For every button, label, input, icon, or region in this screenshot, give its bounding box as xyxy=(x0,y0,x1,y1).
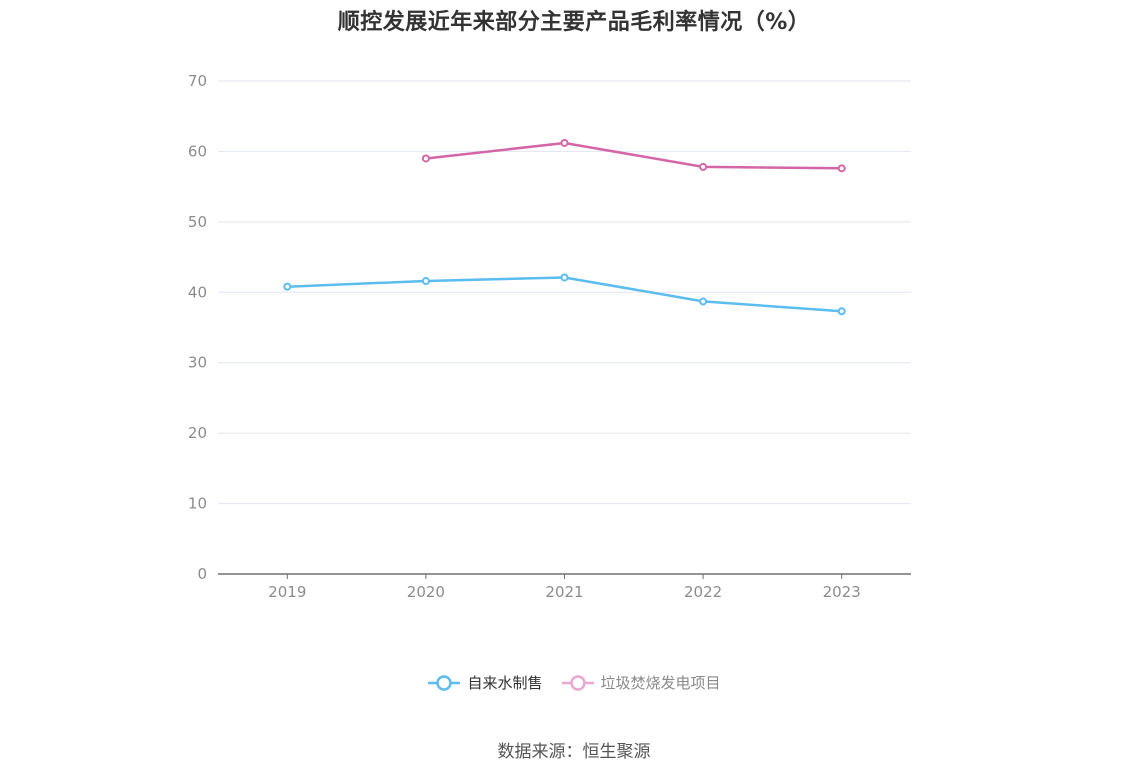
x-axis xyxy=(218,573,911,579)
series-line xyxy=(286,276,843,313)
data-point[interactable] xyxy=(837,307,846,316)
legend-item-waste-power[interactable]: 垃圾焚烧发电项目 xyxy=(561,672,721,693)
x-tick-label: 2023 xyxy=(823,583,861,601)
line-chart: 0 10 20 30 40 50 60 70 2019 2020 2021 2022 2023 xyxy=(188,72,911,601)
data-point[interactable] xyxy=(421,277,430,286)
data-source: 数据来源：恒生聚源 xyxy=(497,742,651,762)
data-point[interactable] xyxy=(421,154,430,163)
legend-marker-water-icon xyxy=(428,674,461,691)
legend-label-waste-power: 垃圾焚烧发电项目 xyxy=(600,674,721,692)
series-1 xyxy=(421,138,846,173)
series-lines xyxy=(283,138,846,316)
y-tick-label: 30 xyxy=(188,354,207,372)
y-tick-label: 20 xyxy=(188,424,207,442)
x-tick-label: 2022 xyxy=(684,583,722,601)
legend-item-water[interactable]: 自来水制售 xyxy=(427,672,543,693)
y-tick-label: 70 xyxy=(188,72,207,90)
x-tick-label: 2020 xyxy=(407,583,445,601)
y-tick-label: 60 xyxy=(188,142,207,160)
legend: 自来水制售 垃圾焚烧发电项目 xyxy=(0,672,1148,693)
grid-lines xyxy=(218,80,911,505)
data-point[interactable] xyxy=(837,164,846,173)
y-tick-label: 10 xyxy=(188,495,207,513)
x-axis-tick-labels: 2019 2020 2021 2022 2023 xyxy=(268,583,861,601)
data-point[interactable] xyxy=(560,273,569,282)
x-tick-label: 2021 xyxy=(545,583,583,601)
series-line xyxy=(424,141,843,170)
y-tick-label: 50 xyxy=(188,213,207,231)
y-tick-label: 40 xyxy=(188,283,207,301)
x-tick-label: 2019 xyxy=(268,583,306,601)
series-0 xyxy=(283,273,846,316)
data-point[interactable] xyxy=(699,297,708,306)
data-point[interactable] xyxy=(283,282,292,291)
data-point[interactable] xyxy=(699,162,708,171)
data-point[interactable] xyxy=(560,138,569,147)
legend-marker-waste-power-icon xyxy=(561,674,594,691)
chart-title: 顺控发展近年来部分主要产品毛利率情况（%） xyxy=(337,10,811,35)
legend-label-water: 自来水制售 xyxy=(467,674,543,692)
y-axis-tick-labels: 0 10 20 30 40 50 60 70 xyxy=(188,72,207,583)
y-tick-label: 0 xyxy=(197,565,207,583)
